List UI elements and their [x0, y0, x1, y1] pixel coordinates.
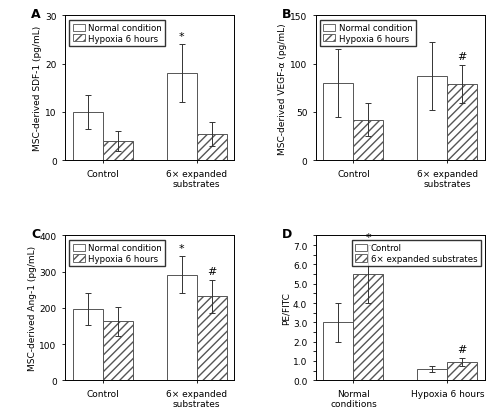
Bar: [72, 309, 102, 380]
Y-axis label: MSC-derived Ang-1 (pg/mL): MSC-derived Ang-1 (pg/mL): [28, 246, 36, 371]
Bar: [196, 134, 226, 161]
Text: *: *: [179, 243, 184, 253]
Text: B: B: [282, 8, 292, 21]
Text: C: C: [31, 227, 40, 240]
Text: #: #: [458, 52, 467, 62]
Bar: [72, 112, 102, 161]
Y-axis label: MSC-derived VEGF-α (pg/mL): MSC-derived VEGF-α (pg/mL): [278, 23, 287, 154]
Legend: Normal condition, Hypoxia 6 hours: Normal condition, Hypoxia 6 hours: [320, 21, 416, 47]
Text: *: *: [366, 232, 371, 242]
Bar: [324, 84, 354, 161]
Legend: Control, 6× expanded substrates: Control, 6× expanded substrates: [352, 240, 480, 267]
Text: *: *: [179, 31, 184, 42]
Bar: [448, 362, 478, 380]
Bar: [324, 323, 354, 380]
Bar: [166, 275, 196, 380]
Bar: [417, 369, 448, 380]
Bar: [354, 274, 384, 380]
Bar: [354, 120, 384, 161]
Y-axis label: MSC-derived SDF-1 (pg/mL): MSC-derived SDF-1 (pg/mL): [34, 26, 42, 151]
Bar: [102, 321, 133, 380]
Bar: [448, 85, 478, 161]
Bar: [196, 297, 226, 380]
Text: #: #: [207, 267, 216, 277]
Bar: [166, 74, 196, 161]
Y-axis label: PE/FITC: PE/FITC: [281, 292, 290, 325]
Text: #: #: [458, 345, 467, 355]
Text: D: D: [282, 227, 292, 240]
Bar: [417, 77, 448, 161]
Text: A: A: [31, 8, 41, 21]
Bar: [102, 142, 133, 161]
Legend: Normal condition, Hypoxia 6 hours: Normal condition, Hypoxia 6 hours: [70, 21, 166, 47]
Legend: Normal condition, Hypoxia 6 hours: Normal condition, Hypoxia 6 hours: [70, 240, 166, 267]
